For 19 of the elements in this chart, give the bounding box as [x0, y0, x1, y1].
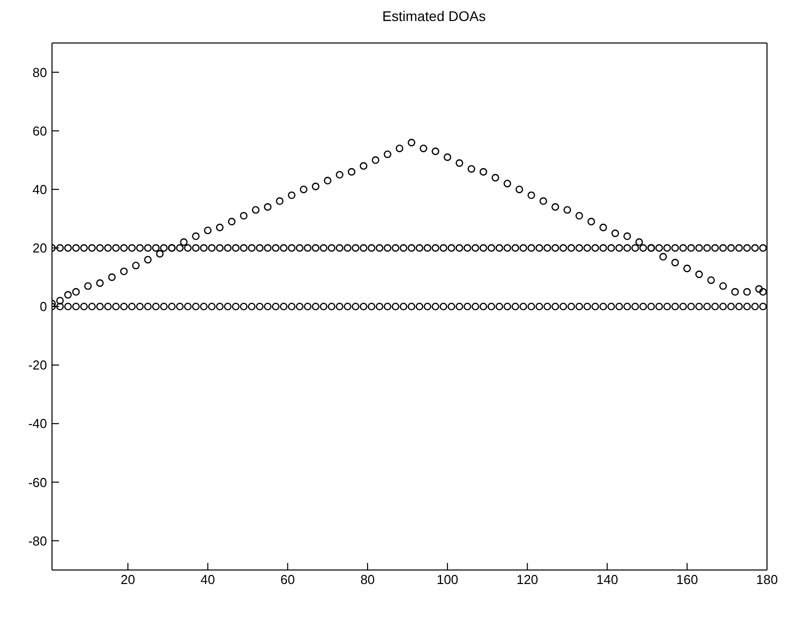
x-tick-label: 20: [120, 572, 136, 588]
x-tick-label: 60: [280, 572, 295, 588]
y-tick-label: 40: [32, 182, 47, 198]
y-tick-label: -60: [28, 474, 47, 490]
y-tick-label: -40: [28, 416, 47, 432]
y-tick-label: -80: [28, 533, 47, 548]
y-tick-label: 60: [32, 123, 47, 138]
y-tick-label: 0: [40, 299, 47, 314]
x-tick-label: 40: [200, 572, 216, 588]
x-tick-label: 120: [516, 572, 538, 588]
chart-title: Estimated DOAs: [381, 8, 487, 26]
y-tick-label: -20: [28, 358, 47, 373]
x-tick-label: 140: [596, 572, 618, 588]
x-tick-label: 180: [756, 572, 778, 588]
x-tick-label: 160: [676, 572, 698, 588]
x-tick-label: 80: [360, 572, 375, 588]
y-tick-label: 80: [32, 64, 47, 80]
x-tick-label: 100: [436, 572, 458, 588]
y-tick-label: 20: [32, 240, 47, 256]
